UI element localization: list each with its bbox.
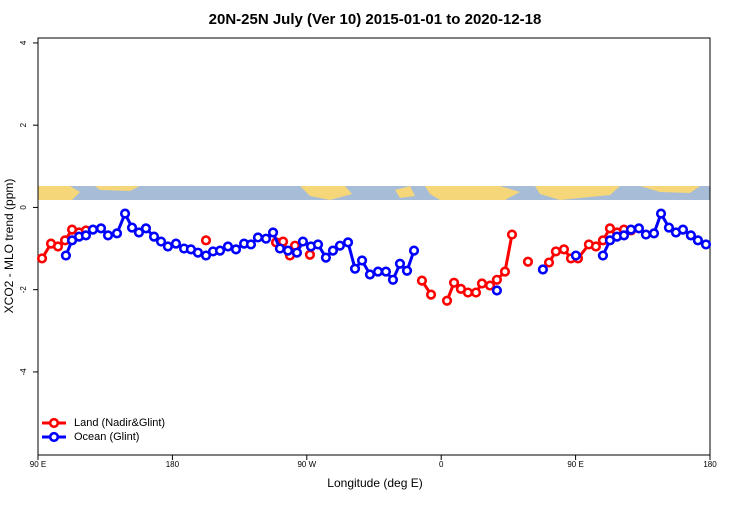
data-point (401, 265, 413, 276)
data-point (364, 269, 376, 280)
data-point (334, 240, 346, 251)
data-point (416, 275, 428, 286)
y-tick-label: -2 (19, 286, 28, 294)
data-point (304, 249, 316, 260)
data-point (297, 236, 309, 247)
data-point (245, 239, 257, 250)
data-point (570, 250, 581, 261)
x-tick-label: 90 W (297, 460, 316, 469)
y-tick-label: -4 (19, 368, 28, 376)
data-point (604, 223, 616, 234)
data-point (291, 247, 303, 258)
data-point (320, 252, 332, 263)
data-point (425, 289, 437, 300)
data-point (327, 245, 339, 256)
data-point (550, 246, 561, 257)
data-point (408, 245, 420, 256)
data-point (372, 266, 384, 277)
data-point (380, 266, 392, 277)
data-point (700, 239, 712, 250)
data-point (95, 223, 107, 234)
data-point (685, 230, 696, 241)
data-point (349, 263, 361, 274)
data-point (506, 229, 518, 240)
data-point (655, 208, 667, 219)
x-tick-label: 0 (439, 460, 444, 469)
data-point (625, 224, 637, 235)
legend-label: Ocean (Glint) (74, 431, 139, 443)
data-point (356, 255, 368, 266)
data-point (148, 231, 160, 242)
legend-marker (48, 431, 60, 443)
data-point (214, 245, 226, 256)
data-point (499, 266, 511, 277)
y-tick-label: 4 (19, 40, 28, 45)
data-point (663, 222, 675, 233)
data-point (342, 237, 354, 248)
x-axis-label: Longitude (deg E) (327, 476, 422, 490)
map-strip (38, 186, 710, 200)
data-point (537, 264, 548, 275)
data-point (133, 227, 145, 238)
legend-marker (48, 417, 60, 429)
data-point (87, 224, 99, 235)
data-point (543, 257, 555, 268)
data-point (111, 228, 123, 239)
data-point (274, 243, 286, 254)
data-point (633, 223, 645, 234)
data-point (491, 274, 503, 285)
data-point (80, 230, 92, 241)
data-point (648, 228, 660, 239)
data-point (155, 236, 167, 247)
data-point (267, 227, 279, 238)
data-point (60, 250, 72, 261)
data-point (597, 250, 609, 261)
x-tick-label: 180 (166, 460, 180, 469)
data-point (200, 235, 212, 246)
data-point (484, 280, 496, 291)
data-point (387, 274, 399, 285)
data-point (170, 238, 182, 249)
data-point (692, 235, 704, 246)
data-point (558, 244, 570, 255)
data-point (462, 287, 474, 298)
data-point (52, 241, 64, 252)
data-point (230, 244, 242, 255)
y-axis-label: XCO2 - MLO trend (ppm) (2, 179, 16, 314)
data-point (140, 223, 152, 234)
data-point (470, 287, 482, 298)
data-point (260, 233, 272, 244)
x-tick-label: 90 E (567, 460, 583, 469)
plot-frame (37, 37, 711, 456)
data-point (448, 277, 460, 288)
data-point (677, 224, 689, 235)
data-point (119, 208, 131, 219)
data-point (126, 222, 138, 233)
data-point (36, 253, 48, 264)
data-point (441, 295, 453, 306)
y-tick-label: 2 (19, 122, 28, 127)
data-point (312, 239, 324, 250)
data-point (618, 230, 630, 241)
data-point (640, 229, 652, 240)
legend-label: Land (Nadir&Glint) (74, 417, 165, 429)
data-point (522, 256, 534, 267)
data-point (282, 245, 294, 256)
data-point (252, 232, 264, 243)
data-point (192, 247, 204, 258)
data-point (222, 241, 234, 252)
chart-title: 20N-25N July (Ver 10) 2015-01-01 to 2020… (209, 11, 542, 28)
x-tick-label: 90 E (30, 460, 46, 469)
data-point (491, 285, 503, 296)
data-point (476, 278, 488, 289)
x-tick-label: 180 (703, 460, 717, 469)
data-point (394, 258, 406, 269)
data-point (102, 230, 114, 241)
y-tick-label: 0 (19, 205, 28, 210)
data-point (590, 241, 602, 252)
data-point (200, 250, 212, 261)
data-point (162, 241, 174, 252)
